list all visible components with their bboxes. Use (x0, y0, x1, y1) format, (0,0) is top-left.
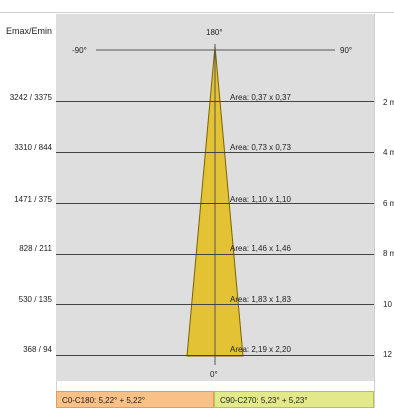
distance-line-10m (56, 304, 374, 305)
angle-label-minus-90: -90° (72, 46, 87, 55)
area-label: Area: 2,19 x 2,20 (230, 345, 291, 354)
c90-c270-beam-angle: C90-C270: 5,23° + 5,23° (214, 391, 374, 408)
emax-emin-value: 3242 / 3375 (9, 93, 52, 102)
area-label: Area: 1,46 x 1,46 (230, 244, 291, 253)
distance-line-2m (56, 101, 374, 102)
distance-label: 6 m (383, 199, 394, 208)
distance-label: 8 m (383, 249, 394, 258)
angle-label-0: 0° (210, 370, 218, 379)
area-label: Area: 0,37 x 0,37 (230, 93, 291, 102)
top-divider (0, 12, 394, 13)
distance-line-8m (56, 254, 374, 255)
area-label: Area: 1,83 x 1,83 (230, 295, 291, 304)
distance-label: 2 m (383, 98, 394, 107)
distance-label: 10 m (383, 300, 394, 309)
c0-c180-beam-angle: C0-C180: 5,22° + 5,22° (56, 391, 214, 408)
distance-label: 4 m (383, 148, 394, 157)
angle-label-180: 180° (206, 28, 223, 37)
emax-emin-value: 1471 / 375 (14, 195, 52, 204)
emax-emin-value: 368 / 94 (23, 345, 52, 354)
distance-line-12m (56, 355, 374, 356)
distance-line-4m (56, 152, 374, 153)
area-label: Area: 1,10 x 1,10 (230, 195, 291, 204)
emax-emin-header: Emax/Emin (6, 26, 53, 36)
area-label: Area: 0,73 x 0,73 (230, 143, 291, 152)
distance-column-divider (374, 14, 375, 408)
emax-emin-value: 530 / 135 (18, 295, 52, 304)
emax-emin-value: 828 / 211 (19, 244, 52, 253)
angle-label-90: 90° (340, 46, 353, 55)
distance-line-6m (56, 203, 374, 204)
distance-label: 12 m (383, 350, 394, 359)
emax-emin-value: 3310 / 844 (14, 143, 52, 152)
